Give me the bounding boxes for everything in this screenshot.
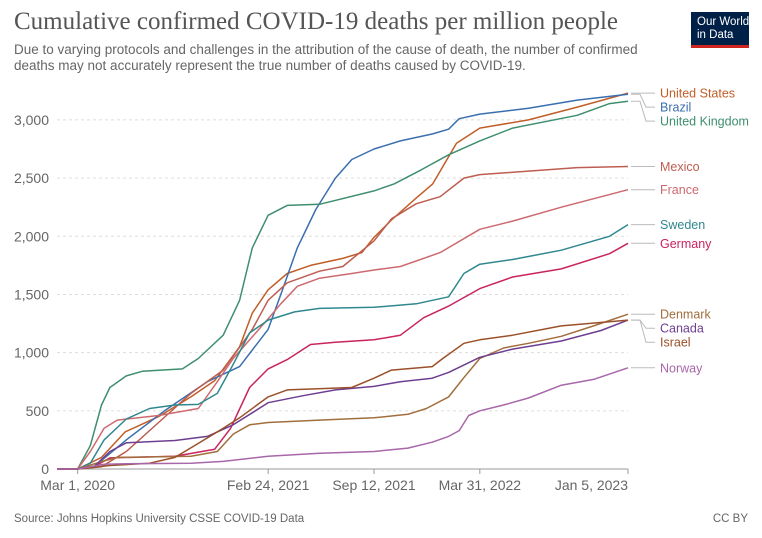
logo-line-1: Our World (697, 16, 750, 28)
series-label-denmark[interactable]: Denmark (660, 308, 711, 322)
x-tick-label: Jan 5, 2023 (555, 477, 628, 493)
x-tick-label: Mar 1, 2020 (40, 477, 115, 493)
series-label-brazil[interactable]: Brazil (660, 101, 691, 115)
label-connector (631, 319, 655, 329)
series-line-denmark[interactable] (57, 313, 629, 470)
series-line-germany[interactable] (57, 242, 629, 470)
label-connector (631, 319, 655, 343)
series-label-france[interactable]: France (660, 183, 699, 197)
series-line-sweden[interactable] (57, 223, 629, 470)
x-tick-label: Sep 12, 2021 (332, 477, 416, 493)
y-tick-label: 3,000 (14, 112, 49, 128)
series-line-canada[interactable] (57, 319, 629, 470)
y-tick-label: 1,500 (14, 286, 49, 302)
series-label-united-kingdom[interactable]: United Kingdom (660, 115, 749, 129)
series-line-israel[interactable] (57, 319, 629, 470)
y-tick-label: 1,000 (14, 345, 49, 361)
y-tick-label: 0 (41, 461, 49, 477)
series-layer (57, 92, 629, 470)
series-line-united-states[interactable] (57, 92, 629, 470)
series-label-mexico[interactable]: Mexico (660, 160, 700, 174)
series-label-canada[interactable]: Canada (660, 322, 704, 336)
y-tick-label: 500 (26, 403, 50, 419)
x-tick-label: Feb 24, 2021 (227, 477, 310, 493)
series-line-united-kingdom[interactable] (57, 100, 629, 470)
label-connector (631, 93, 655, 108)
chart-title: Cumulative confirmed COVID-19 deaths per… (14, 8, 619, 35)
series-label-norway[interactable]: Norway (660, 361, 703, 375)
axis-layer: 0 500 1,000 1,500 2,000 2,500 3,000 Mar 1, 2020… (14, 112, 629, 493)
logo-line-2: in Data (697, 29, 734, 41)
series-line-brazil[interactable] (57, 93, 629, 470)
y-tick-label: 2,500 (14, 170, 49, 186)
license-note: CC BY (712, 513, 748, 525)
chart-subtitle: Due to varying protocols and challenges … (14, 42, 638, 73)
label-connector (631, 100, 655, 122)
series-label-israel[interactable]: Israel (660, 336, 691, 350)
series-line-norway[interactable] (57, 367, 629, 470)
source-note: Source: Johns Hopkins University CSSE CO… (14, 513, 305, 525)
series-label-united-states[interactable]: United States (660, 87, 735, 101)
x-tick-label: Mar 31, 2022 (439, 477, 522, 493)
series-label-germany[interactable]: Germany (660, 237, 712, 251)
grid-layer (57, 119, 628, 412)
series-line-france[interactable] (57, 188, 629, 470)
owid-logo[interactable]: Our World in Data (691, 12, 749, 48)
series-label-sweden[interactable]: Sweden (660, 218, 705, 232)
y-tick-label: 2,000 (14, 228, 49, 244)
